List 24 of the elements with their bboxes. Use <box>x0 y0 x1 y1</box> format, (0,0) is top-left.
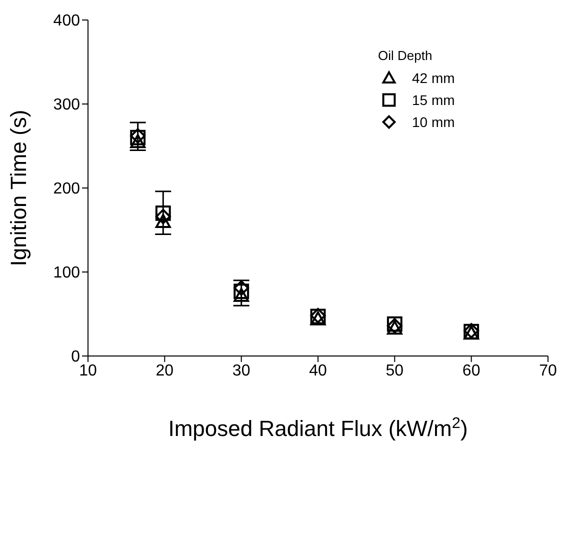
point <box>234 288 250 302</box>
legend-label: 10 mm <box>412 114 455 130</box>
y-tick-label: 400 <box>53 12 80 30</box>
point <box>155 214 171 228</box>
x-axis-title: Imposed Radiant Flux (kW/m$^{2}$) <box>168 414 468 441</box>
legend-label: 15 mm <box>412 92 455 108</box>
y-axis-title: Ignition Time (s) <box>6 110 31 266</box>
y-tick-label: 100 <box>53 264 80 282</box>
y-tick-label: 0 <box>71 348 80 366</box>
point <box>234 284 250 300</box>
legend-label: 42 mm <box>412 70 455 86</box>
x-tick-label: 40 <box>309 362 327 380</box>
point <box>130 134 146 148</box>
x-tick-label: 60 <box>462 362 480 380</box>
x-tick-label: 50 <box>386 362 404 380</box>
x-tick-label: 70 <box>539 362 557 380</box>
legend-title: Oil Depth <box>378 48 434 63</box>
point <box>155 208 171 224</box>
x-tick-label: 20 <box>156 362 174 380</box>
point <box>155 205 171 221</box>
y-tick-label: 300 <box>53 96 80 114</box>
x-tick-label: 10 <box>79 362 97 380</box>
y-tick-label: 200 <box>53 180 80 198</box>
x-tick-label: 30 <box>232 362 250 380</box>
